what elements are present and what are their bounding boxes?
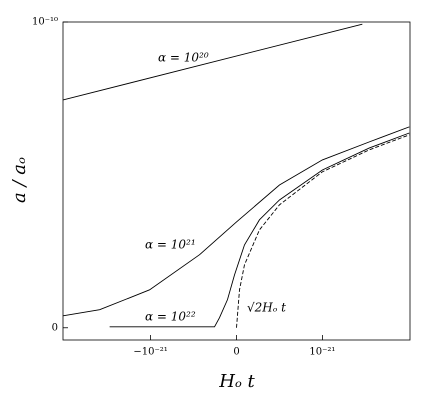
x-axis-label: Hₒ t: [218, 371, 255, 392]
curve: [236, 134, 410, 328]
x-tick-label: −10⁻²¹: [133, 347, 167, 358]
annotation: √2Hₒ t: [247, 301, 286, 315]
curve: [63, 23, 363, 101]
annotation: α = 10²⁰: [158, 51, 209, 65]
y-axis-label: a / aₒ: [9, 157, 30, 203]
y-tick-label: 0: [52, 322, 58, 333]
annotation: α = 10²²: [145, 310, 196, 324]
curve: [109, 132, 410, 328]
annotation: α = 10²¹: [145, 238, 196, 252]
plot-frame: [62, 21, 411, 341]
x-tick-label: 0: [233, 347, 239, 358]
x-tick-label: 10⁻²¹: [309, 347, 335, 358]
y-tick-label: 10⁻¹⁰: [32, 17, 58, 28]
curve: [63, 126, 410, 317]
